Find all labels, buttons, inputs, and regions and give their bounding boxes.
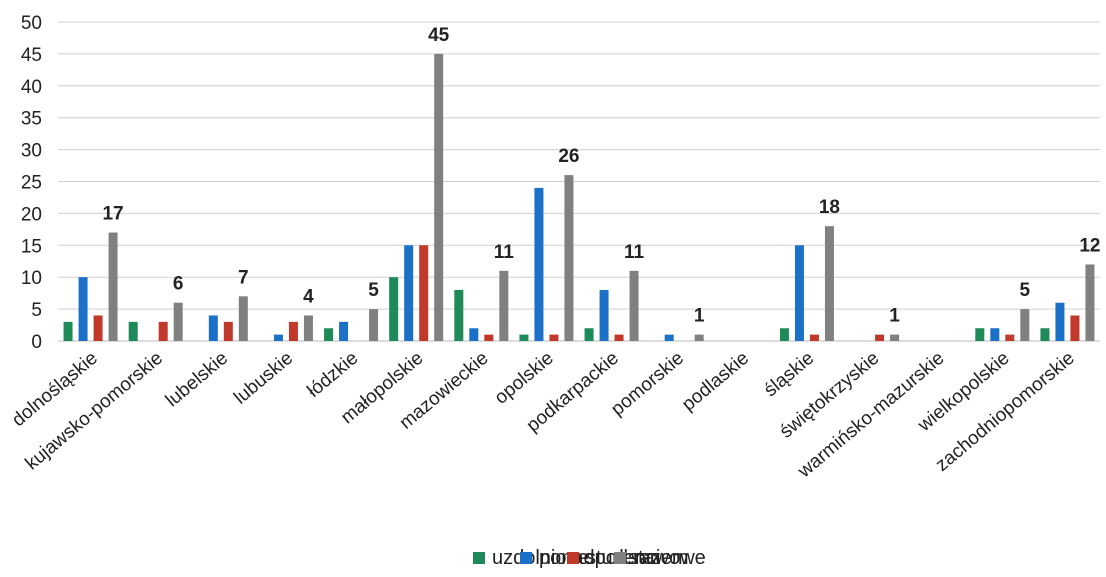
bar-uzdolnione <box>584 328 594 341</box>
bar-ponadpodstawowe <box>1055 302 1065 341</box>
bar-razem <box>824 226 834 341</box>
bar-ponadpodstawowe <box>469 328 479 341</box>
bar-uzdolnione <box>1040 328 1050 341</box>
bar-ponadpodstawowe <box>599 289 609 341</box>
x-tick-label: lubuskie <box>230 348 297 409</box>
x-tick-label: pomorskie <box>607 348 688 420</box>
data-label: 11 <box>494 242 515 263</box>
y-tick-label: 5 <box>31 300 42 321</box>
bar-ponadpodstawowe <box>339 321 349 341</box>
bars <box>63 53 1095 342</box>
bar-razem <box>108 232 118 341</box>
bar-studenci <box>549 334 559 341</box>
bar-razem <box>238 296 248 341</box>
bar-studenci <box>614 334 624 341</box>
x-tick-label: łódzkie <box>303 348 362 402</box>
data-label: 5 <box>1020 280 1031 301</box>
y-tick-label: 35 <box>21 109 42 130</box>
bar-ponadpodstawowe <box>534 187 544 341</box>
bar-ponadpodstawowe <box>78 277 88 341</box>
data-label: 5 <box>368 280 379 301</box>
bar-ponadpodstawowe <box>794 245 804 341</box>
y-tick-label: 30 <box>21 141 42 162</box>
bar-uzdolnione <box>454 289 464 341</box>
data-label: 11 <box>624 242 645 263</box>
y-tick-label: 0 <box>31 332 42 353</box>
data-label: 18 <box>819 197 840 218</box>
bar-razem <box>1085 264 1095 341</box>
y-tick-label: 10 <box>21 268 42 289</box>
data-label: 4 <box>303 286 314 307</box>
bar-razem <box>629 270 639 341</box>
bar-razem <box>890 334 900 341</box>
bar-studenci <box>809 334 819 341</box>
data-label: 17 <box>102 204 123 225</box>
bar-studenci <box>875 334 885 341</box>
bar-studenci <box>223 321 233 341</box>
bar-uzdolnione <box>779 328 789 341</box>
bar-studenci <box>93 315 103 341</box>
bar-uzdolnione <box>324 328 334 341</box>
legend-swatch <box>614 552 626 564</box>
data-label: 6 <box>173 274 184 295</box>
bar-uzdolnione <box>975 328 985 341</box>
y-tick-label: 20 <box>21 204 42 225</box>
bar-ponadpodstawowe <box>208 315 218 341</box>
data-label: 45 <box>428 25 450 46</box>
y-tick-label: 15 <box>21 236 42 257</box>
bar-razem <box>499 270 509 341</box>
legend-label: razem <box>633 547 689 569</box>
y-tick-label: 45 <box>21 45 42 66</box>
x-tick-label: podlaskie <box>678 348 753 416</box>
y-tick-label: 40 <box>21 77 42 98</box>
bar-razem <box>1020 309 1030 341</box>
bar-uzdolnione <box>63 321 73 341</box>
bar-razem <box>434 53 444 342</box>
x-tick-label: śląskie <box>760 348 818 401</box>
legend-swatch <box>473 552 485 564</box>
gridlines <box>58 21 1100 342</box>
data-label: 7 <box>238 267 249 288</box>
bar-uzdolnione <box>389 277 399 341</box>
bar-ponadpodstawowe <box>990 328 1000 341</box>
bar-studenci <box>288 321 298 341</box>
bar-studenci <box>158 321 168 341</box>
bar-razem <box>564 175 574 341</box>
bar-razem <box>694 334 704 341</box>
bar-razem <box>303 315 313 341</box>
bar-studenci <box>1070 315 1080 341</box>
data-label: 26 <box>558 146 579 167</box>
bar-razem <box>173 302 183 341</box>
bar-ponadpodstawowe <box>664 334 674 341</box>
x-axis-labels: dolnośląskiekujawsko-pomorskielubelskiel… <box>8 348 1078 483</box>
legend-swatch <box>520 552 532 564</box>
legend-label: uzdolnione <box>492 547 589 569</box>
y-tick-label: 50 <box>21 13 42 34</box>
legend-swatch <box>567 552 579 564</box>
bar-razem <box>369 309 379 341</box>
bar-uzdolnione <box>128 321 138 341</box>
y-axis-ticks: 0 5 10 15 20 25 30 35 40 45 50 <box>21 13 42 353</box>
legend: uzdolnioneponadpodstawowestudencirazem <box>473 547 706 569</box>
data-label: 1 <box>694 306 705 327</box>
data-label: 12 <box>1079 235 1100 256</box>
y-tick-label: 25 <box>21 173 42 194</box>
bar-uzdolnione <box>519 334 529 341</box>
bar-studenci <box>1005 334 1015 341</box>
x-tick-label: lubelskie <box>162 348 232 412</box>
bar-ponadpodstawowe <box>273 334 283 341</box>
bar-studenci <box>419 245 429 341</box>
data-label: 1 <box>889 306 900 327</box>
bar-ponadpodstawowe <box>404 245 414 341</box>
bar-studenci <box>484 334 494 341</box>
